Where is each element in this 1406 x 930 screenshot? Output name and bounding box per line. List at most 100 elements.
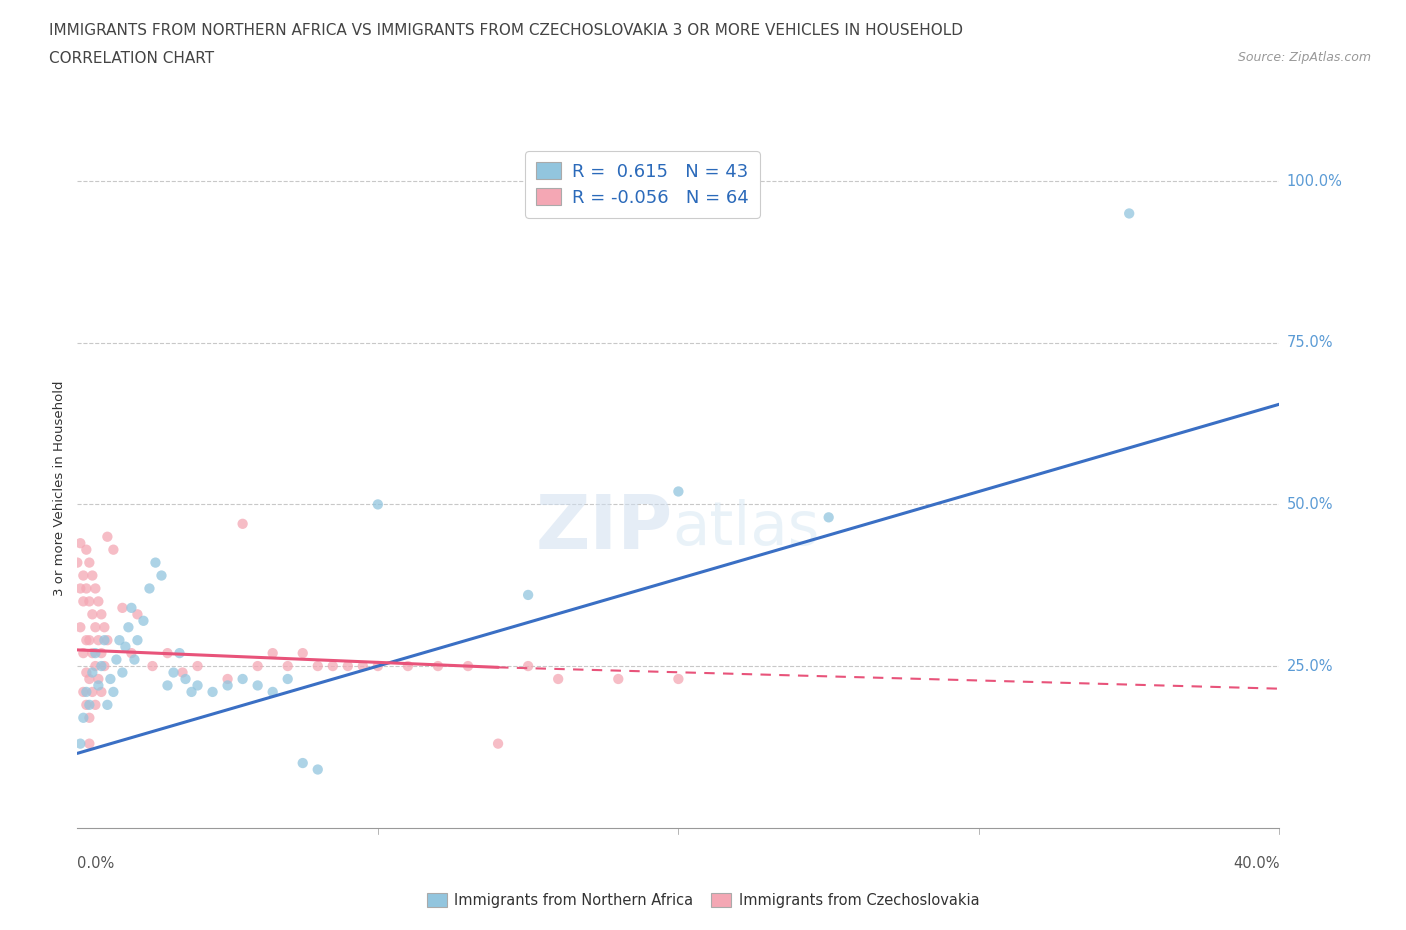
Point [145, 555, 167, 570]
Point [72, 645, 94, 660]
Legend: Immigrants from Northern Africa, Immigrants from Czechoslovakia: Immigrants from Northern Africa, Immigra… [420, 886, 986, 913]
Point [82, 568, 104, 583]
Y-axis label: 3 or more Vehicles in Household: 3 or more Vehicles in Household [53, 380, 66, 596]
Point [174, 671, 197, 686]
Point [69, 581, 91, 596]
Point [75, 632, 97, 647]
Point [82, 665, 104, 680]
Point [277, 671, 299, 686]
Point [75, 698, 97, 712]
Point [90, 607, 112, 622]
Point [322, 658, 344, 673]
Point [82, 607, 104, 622]
Point [120, 645, 142, 660]
Point [84, 581, 107, 596]
Point [1118, 206, 1140, 221]
Point [79, 698, 101, 712]
Point [427, 658, 450, 673]
Point [232, 516, 254, 531]
Point [277, 658, 299, 673]
Point [69, 536, 91, 551]
Point [138, 581, 160, 596]
Text: 100.0%: 100.0% [1286, 174, 1343, 189]
Point [72, 684, 94, 699]
Point [66, 555, 89, 570]
Point [232, 671, 254, 686]
Point [162, 665, 184, 680]
Point [262, 645, 284, 660]
Text: Source: ZipAtlas.com: Source: ZipAtlas.com [1237, 51, 1371, 64]
Point [111, 601, 134, 616]
Point [72, 594, 94, 609]
Point [87, 632, 110, 647]
Point [93, 658, 115, 673]
Point [367, 497, 389, 512]
Point [607, 671, 630, 686]
Point [93, 632, 115, 647]
Point [90, 684, 112, 699]
Point [87, 678, 110, 693]
Point [96, 632, 118, 647]
Point [352, 658, 374, 673]
Point [111, 665, 134, 680]
Point [180, 684, 202, 699]
Point [127, 632, 149, 647]
Text: 75.0%: 75.0% [1286, 336, 1333, 351]
Point [79, 555, 101, 570]
Point [114, 639, 136, 654]
Point [201, 684, 224, 699]
Point [108, 632, 131, 647]
Point [396, 658, 419, 673]
Point [246, 678, 269, 693]
Point [336, 658, 359, 673]
Text: 0.0%: 0.0% [77, 856, 114, 870]
Text: 25.0%: 25.0% [1286, 658, 1333, 673]
Point [172, 665, 194, 680]
Point [96, 529, 118, 544]
Point [100, 671, 122, 686]
Point [186, 658, 209, 673]
Point [69, 737, 91, 751]
Point [141, 658, 163, 673]
Point [817, 510, 839, 525]
Point [87, 671, 110, 686]
Point [84, 698, 107, 712]
Legend: R =  0.615   N = 43, R = -0.056   N = 64: R = 0.615 N = 43, R = -0.056 N = 64 [524, 151, 759, 218]
Point [79, 594, 101, 609]
Point [84, 658, 107, 673]
Point [668, 484, 690, 498]
Point [127, 607, 149, 622]
Text: 50.0%: 50.0% [1286, 497, 1333, 512]
Point [75, 684, 97, 699]
Point [79, 671, 101, 686]
Point [79, 632, 101, 647]
Point [132, 614, 155, 629]
Point [246, 658, 269, 673]
Point [547, 671, 569, 686]
Text: CORRELATION CHART: CORRELATION CHART [49, 51, 214, 66]
Point [169, 645, 191, 660]
Point [291, 755, 314, 770]
Point [72, 568, 94, 583]
Point [156, 678, 179, 693]
Point [124, 652, 146, 667]
Point [93, 619, 115, 634]
Point [79, 737, 101, 751]
Text: IMMIGRANTS FROM NORTHERN AFRICA VS IMMIGRANTS FROM CZECHOSLOVAKIA 3 OR MORE VEHI: IMMIGRANTS FROM NORTHERN AFRICA VS IMMIG… [49, 23, 963, 38]
Point [668, 671, 690, 686]
Text: atlas: atlas [672, 499, 820, 559]
Point [84, 619, 107, 634]
Point [217, 671, 239, 686]
Point [90, 645, 112, 660]
Point [75, 581, 97, 596]
Point [72, 711, 94, 725]
Point [87, 594, 110, 609]
Point [186, 678, 209, 693]
Point [69, 619, 91, 634]
Point [75, 665, 97, 680]
Point [90, 658, 112, 673]
Point [82, 645, 104, 660]
Text: ZIP: ZIP [536, 493, 672, 565]
Point [291, 645, 314, 660]
Point [96, 698, 118, 712]
